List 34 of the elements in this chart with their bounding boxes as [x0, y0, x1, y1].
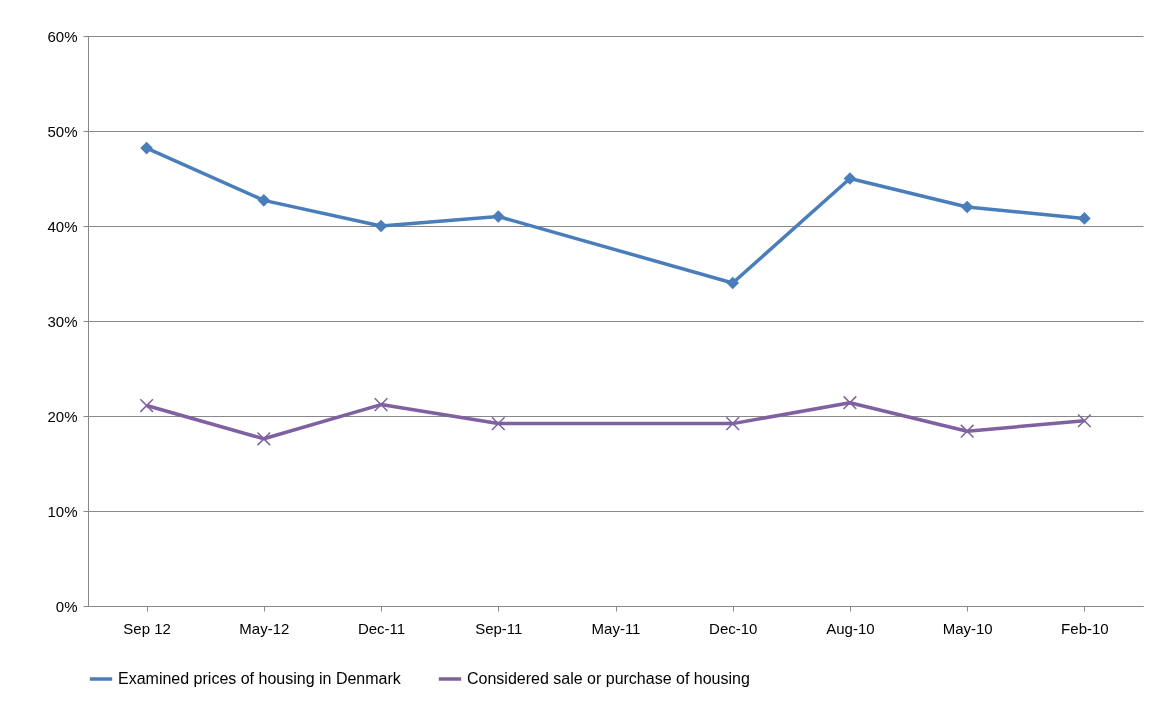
x-tick-label: Sep 12 [123, 619, 171, 637]
point [374, 219, 388, 233]
point [1077, 413, 1092, 428]
y-tick-label: 40% [47, 217, 78, 235]
point [1078, 212, 1091, 225]
y-tick-label: 20% [47, 407, 78, 425]
y-tick-label: 10% [47, 502, 78, 520]
point [491, 210, 505, 223]
point [842, 395, 858, 410]
y-tick-label: 0% [55, 597, 78, 615]
x-tick-label: Aug-10 [826, 619, 875, 637]
point [140, 141, 153, 155]
point [843, 172, 857, 185]
x-tick-label: Dec-10 [709, 619, 758, 637]
x-tick-label: May-10 [942, 619, 993, 637]
point [725, 416, 740, 431]
y-tick-label: 60% [47, 27, 78, 45]
point [139, 398, 154, 413]
y-tick-label: 30% [47, 312, 78, 330]
point [960, 200, 974, 214]
point [960, 424, 975, 439]
x-tick-label: Feb-10 [1061, 619, 1109, 637]
legend-label: Considered sale or purchase of housing [467, 670, 750, 687]
x-tick-label: May-11 [591, 619, 641, 637]
x-tick-label: Sep-11 [475, 619, 523, 637]
point [256, 431, 271, 446]
x-tick-label: Dec-11 [357, 619, 406, 637]
x-tick-label: May-12 [239, 619, 290, 637]
y-tick-label: 50% [47, 122, 78, 140]
point [726, 276, 740, 290]
point [373, 397, 389, 412]
legend-label: Examined prices of housing in Denmark [118, 670, 402, 687]
point [491, 416, 506, 431]
point [257, 194, 271, 207]
